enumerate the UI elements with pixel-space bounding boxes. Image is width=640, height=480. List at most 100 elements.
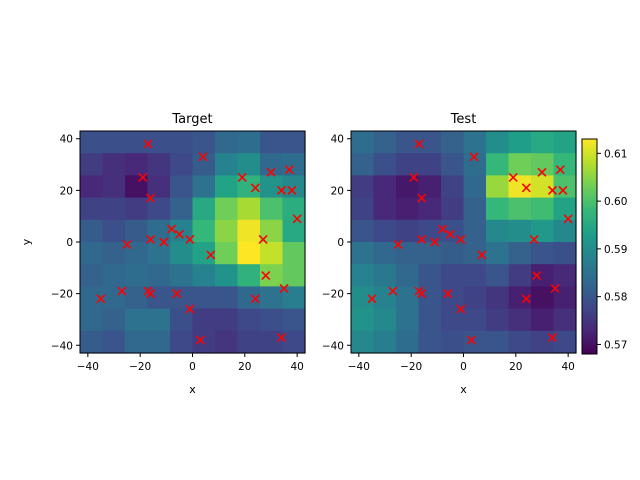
- heatmap-cell: [351, 286, 375, 310]
- heatmap-cell: [80, 242, 104, 265]
- heatmap-cell: [553, 242, 577, 265]
- heatmap-cell: [351, 219, 375, 243]
- x-tick-label: 40: [290, 361, 303, 373]
- heatmap-cell: [373, 153, 397, 176]
- heatmap-cell: [418, 242, 442, 265]
- heatmap-cell: [508, 330, 532, 354]
- heatmap-cell: [351, 242, 375, 265]
- heatmap-cell: [531, 264, 555, 287]
- heatmap-cell: [351, 308, 375, 332]
- heatmap-cell: [463, 264, 487, 287]
- sample-marker: [279, 283, 289, 294]
- heatmap-cell: [351, 197, 375, 221]
- heatmap-cell: [237, 264, 261, 287]
- heatmap-cell: [102, 330, 126, 354]
- heatmap-cell: [237, 330, 261, 354]
- heatmap-cell: [192, 131, 216, 154]
- heatmap-cell: [486, 197, 510, 221]
- heatmap-cell: [215, 286, 239, 310]
- sample-marker: [146, 289, 156, 299]
- heatmap-cell: [508, 308, 532, 332]
- heatmap-cell: [373, 264, 397, 287]
- y-tick-label: −40: [51, 340, 73, 352]
- colorbar-tick-label: 0.59: [604, 244, 627, 256]
- test-x-axis-label: x: [460, 383, 467, 396]
- heatmap-cell: [441, 242, 465, 265]
- heatmap-cell: [260, 330, 284, 354]
- sample-marker: [185, 234, 195, 244]
- heatmap-cell: [170, 330, 194, 354]
- y-tick-label: 0: [337, 237, 344, 249]
- heatmap-cell: [215, 264, 239, 287]
- sample-marker: [138, 172, 148, 183]
- sample-marker: [195, 335, 205, 345]
- y-tick-label: −20: [51, 289, 73, 301]
- heatmap-cell: [215, 197, 239, 221]
- sample-marker: [508, 172, 518, 183]
- heatmap-cell: [192, 197, 216, 221]
- heatmap-cell: [531, 286, 555, 310]
- heatmap-cell: [486, 219, 510, 243]
- heatmap-cell: [125, 264, 149, 287]
- heatmap-cell: [147, 242, 171, 265]
- heatmap-cell: [170, 131, 194, 154]
- sample-marker: [258, 234, 268, 244]
- heatmap-cell: [508, 175, 532, 199]
- heatmap-cell: [463, 175, 487, 199]
- heatmap-cell: [373, 175, 397, 199]
- heatmap-cell: [373, 242, 397, 265]
- heatmap-cell: [147, 131, 171, 154]
- heatmap-cell: [215, 131, 239, 154]
- target-markers: [96, 139, 302, 345]
- y-tick-label: 20: [60, 185, 73, 197]
- heatmap-cell: [553, 131, 577, 154]
- colorbar-gradient: [582, 139, 597, 354]
- x-tick-label: −20: [129, 361, 151, 373]
- heatmap-cell: [282, 131, 306, 154]
- heatmap-cell: [215, 219, 239, 243]
- heatmap-cell: [441, 264, 465, 287]
- heatmap-cell: [418, 308, 442, 332]
- y-tick-label: 0: [66, 237, 73, 249]
- heatmap-cell: [237, 175, 261, 199]
- heatmap-cell: [508, 242, 532, 265]
- heatmap-cell: [373, 330, 397, 354]
- heatmap-cell: [237, 286, 261, 310]
- sample-marker: [292, 214, 302, 224]
- x-tick-label: 0: [460, 361, 467, 373]
- sample-marker: [521, 183, 531, 193]
- test-markers: [367, 139, 573, 345]
- heatmap-cell: [531, 308, 555, 332]
- heatmap-cell: [237, 219, 261, 243]
- heatmap-cell: [351, 175, 375, 199]
- heatmap-cell: [486, 242, 510, 265]
- heatmap-cell: [553, 308, 577, 332]
- heatmap-cell: [486, 175, 510, 199]
- x-tick-label: −20: [400, 361, 422, 373]
- sample-marker: [185, 304, 195, 314]
- heatmap-cell: [553, 175, 577, 199]
- sample-marker: [159, 237, 169, 247]
- heatmap-cell: [102, 197, 126, 221]
- heatmap-cell: [170, 153, 194, 176]
- heatmap-cell: [441, 131, 465, 154]
- sample-marker: [143, 139, 153, 149]
- heatmap-cell: [102, 131, 126, 154]
- sample-marker: [367, 294, 377, 304]
- heatmap-cell: [396, 131, 420, 154]
- heatmap-cell: [192, 308, 216, 332]
- heatmap-cell: [125, 286, 149, 310]
- x-tick-label: 40: [561, 361, 574, 373]
- heatmap-cell: [125, 153, 149, 176]
- heatmap-cell: [418, 153, 442, 176]
- sample-marker: [430, 237, 440, 247]
- heatmap-cell: [418, 131, 442, 154]
- sample-marker: [276, 332, 287, 343]
- colorbar-tick-label: 0.61: [604, 148, 627, 160]
- heatmap-cell: [373, 308, 397, 332]
- colorbar-tick-label: 0.58: [604, 292, 627, 304]
- sample-marker: [477, 250, 487, 260]
- heatmap-cell: [125, 175, 149, 199]
- heatmap-cell: [170, 175, 194, 199]
- x-tick-label: 20: [509, 361, 522, 373]
